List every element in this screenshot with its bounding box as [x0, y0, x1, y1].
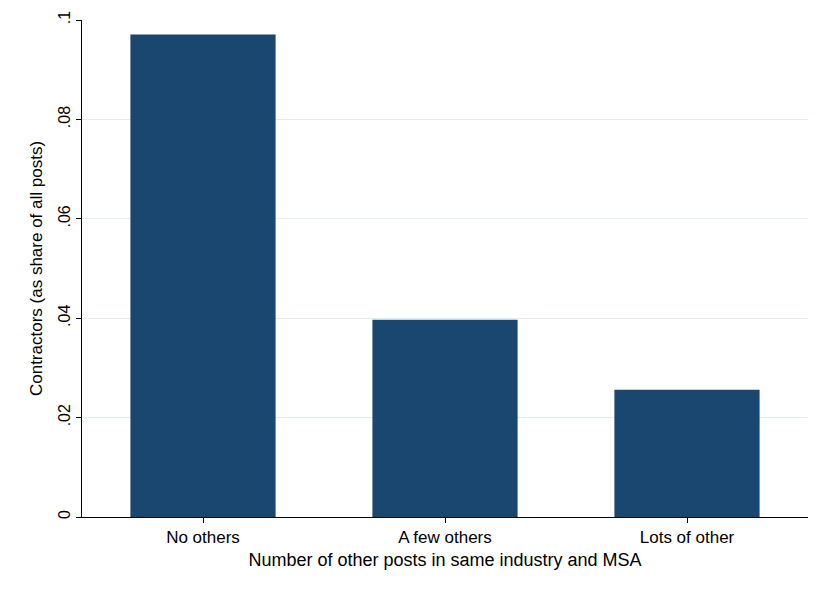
svg-text:No others: No others [166, 528, 240, 547]
svg-text:.1: .1 [56, 11, 73, 24]
svg-text:.08: .08 [56, 106, 73, 128]
svg-text:Contractors (as share of all p: Contractors (as share of all posts) [27, 141, 46, 396]
svg-text:.06: .06 [56, 205, 73, 227]
svg-text:Lots of other: Lots of other [640, 528, 735, 547]
svg-text:.02: .02 [56, 404, 73, 426]
svg-text:Number of other posts in same: Number of other posts in same industry a… [248, 550, 641, 570]
svg-text:.04: .04 [56, 305, 73, 327]
svg-text:A few others: A few others [398, 528, 492, 547]
svg-text:0: 0 [56, 510, 73, 519]
